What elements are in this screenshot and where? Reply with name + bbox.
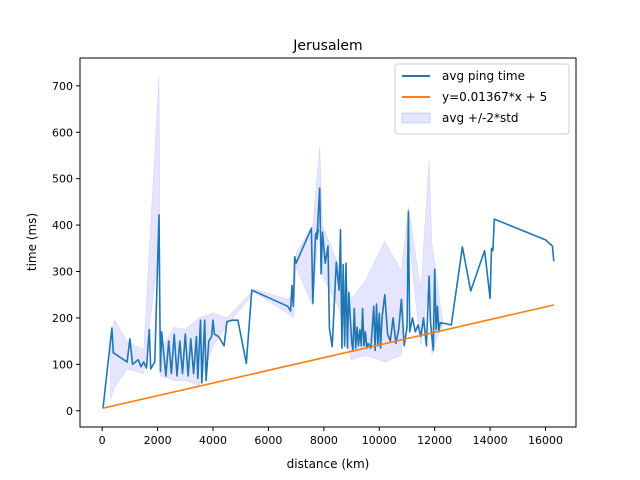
- legend-label-avg: avg ping time: [442, 69, 525, 83]
- plot-frame: [79, 57, 577, 428]
- x-tick-label: 14000: [473, 434, 508, 447]
- y-axis: 0 100 200 300 400 500 600 700: [52, 80, 80, 418]
- y-tick-label: 200: [52, 312, 73, 325]
- x-tick-label: 6000: [254, 434, 282, 447]
- x-tick-label: 4000: [199, 434, 227, 447]
- x-axis: 0 2000 4000 6000 8000 10000 12000 14000 16000: [99, 427, 563, 447]
- series-line-avg-ping: [102, 187, 555, 409]
- y-tick-label: 300: [52, 266, 73, 279]
- legend-box: [394, 63, 570, 135]
- chart-title: Jerusalem: [292, 38, 362, 54]
- y-tick-label: 0: [66, 405, 73, 418]
- y-tick-label: 100: [52, 358, 73, 371]
- x-tick-label: 16000: [528, 434, 563, 447]
- x-axis-label: distance (km): [287, 457, 370, 471]
- x-tick-label: 2000: [144, 434, 172, 447]
- x-tick-label: 10000: [362, 434, 397, 447]
- series-band-std: [110, 76, 444, 400]
- y-tick-label: 700: [52, 80, 73, 93]
- legend-swatch-band: [401, 112, 431, 124]
- legend-label-fit: y=0.01367*x + 5: [442, 90, 547, 104]
- x-tick-label: 0: [99, 434, 106, 447]
- plot-area: [102, 76, 555, 409]
- series-line-fit: [102, 304, 554, 409]
- x-tick-label: 12000: [417, 434, 452, 447]
- y-tick-label: 400: [52, 219, 73, 232]
- y-tick-label: 600: [52, 126, 73, 139]
- legend: avg ping time y=0.01367*x + 5 avg +/-2*s…: [394, 63, 570, 135]
- y-tick-label: 500: [52, 173, 73, 186]
- y-axis-label: time (ms): [25, 213, 39, 271]
- legend-label-band: avg +/-2*std: [442, 111, 519, 125]
- x-tick-label: 8000: [310, 434, 338, 447]
